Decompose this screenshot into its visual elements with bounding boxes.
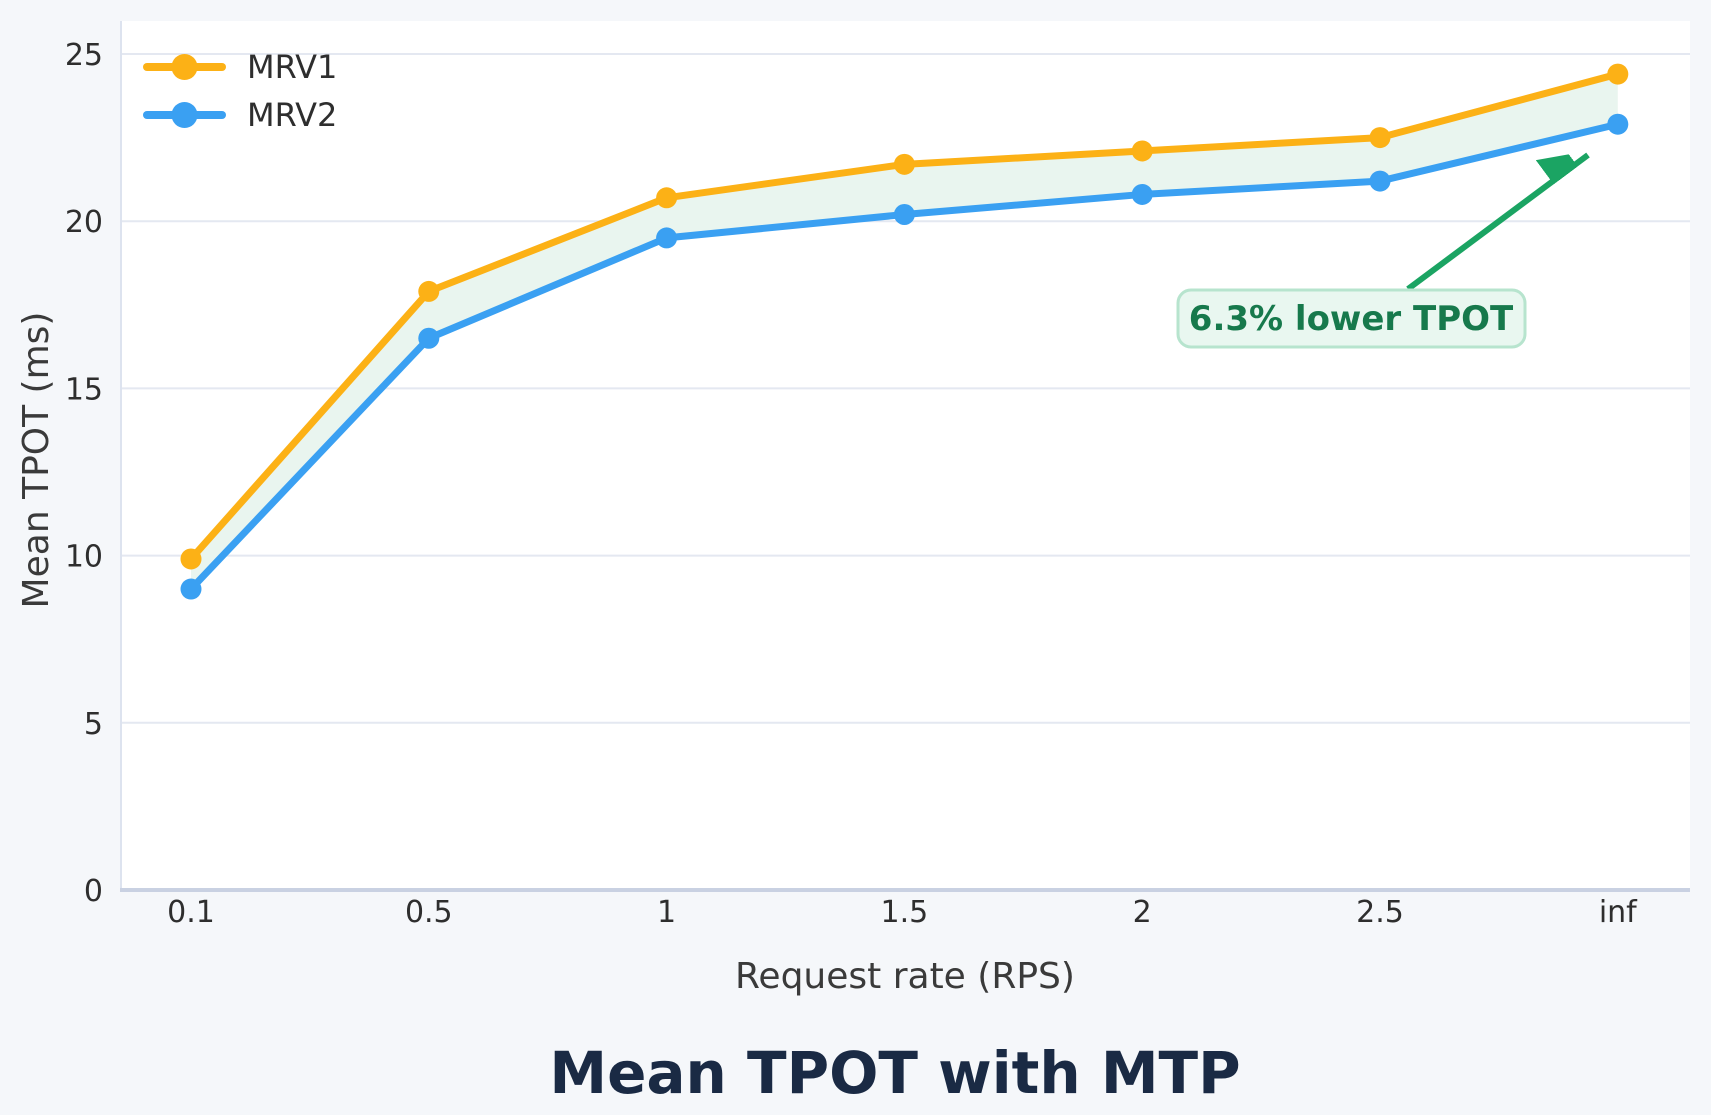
axis-spines <box>120 21 1690 892</box>
annotation-text: 6.3% lower TPOT <box>1189 299 1514 339</box>
annotation: 6.3% lower TPOT <box>1176 155 1590 349</box>
mrv1-point <box>893 153 915 175</box>
mrv1-point <box>1369 127 1391 149</box>
x-tick-label: 0.1 <box>167 895 215 930</box>
mrv1-point <box>1131 140 1153 162</box>
y-tick-label: 15 <box>65 372 103 407</box>
legend-label: MRV2 <box>247 96 337 134</box>
mrv2-point <box>1131 183 1153 205</box>
legend-swatch-dot <box>171 54 198 80</box>
annotation-box <box>1176 288 1527 349</box>
mrv2-point <box>656 227 678 249</box>
x-tick-label: 0.5 <box>405 895 453 930</box>
legend: MRV1 MRV2 <box>143 48 337 134</box>
mrv2-point <box>418 327 440 349</box>
series-lines <box>180 63 1629 600</box>
y-tick-label: 10 <box>65 540 103 575</box>
legend-item-mrv1: MRV1 <box>143 48 337 86</box>
y-axis-label: Mean TPOT (ms) <box>16 312 57 609</box>
y-tick-label: 20 <box>65 205 103 240</box>
mrv2-point <box>180 578 202 600</box>
series-fill-area <box>191 74 1618 590</box>
fill-between-area <box>191 74 1618 590</box>
x-tick-label: inf <box>1599 895 1638 930</box>
y-tick-label: 25 <box>65 38 103 73</box>
y-tick-label: 5 <box>84 707 103 742</box>
mrv1-point <box>656 187 678 209</box>
legend-item-mrv2: MRV2 <box>143 96 337 134</box>
legend-swatch-dot <box>171 102 198 128</box>
x-tick-label: 1.5 <box>881 895 929 930</box>
x-tick-label: 2 <box>1133 895 1152 930</box>
mrv2-point <box>1607 113 1629 135</box>
chart-title: Mean TPOT with MTP <box>549 1039 1240 1107</box>
y-tick-label: 0 <box>84 874 103 909</box>
x-tick-labels: 0.1 0.5 1 1.5 2 2.5 inf <box>167 895 1638 930</box>
mrv1-point <box>1607 63 1629 85</box>
mrv1-point <box>418 280 440 302</box>
mrv2-point <box>893 204 915 226</box>
mrv2-point <box>1369 170 1391 192</box>
x-tick-label: 2.5 <box>1356 895 1404 930</box>
annotation-arrow <box>1406 155 1590 292</box>
x-tick-label: 1 <box>657 895 676 930</box>
x-axis-label: Request rate (RPS) <box>735 956 1075 997</box>
legend-label: MRV1 <box>247 48 337 86</box>
mrv1-point <box>180 548 202 570</box>
y-tick-labels: 0 5 10 15 20 25 <box>65 38 103 909</box>
